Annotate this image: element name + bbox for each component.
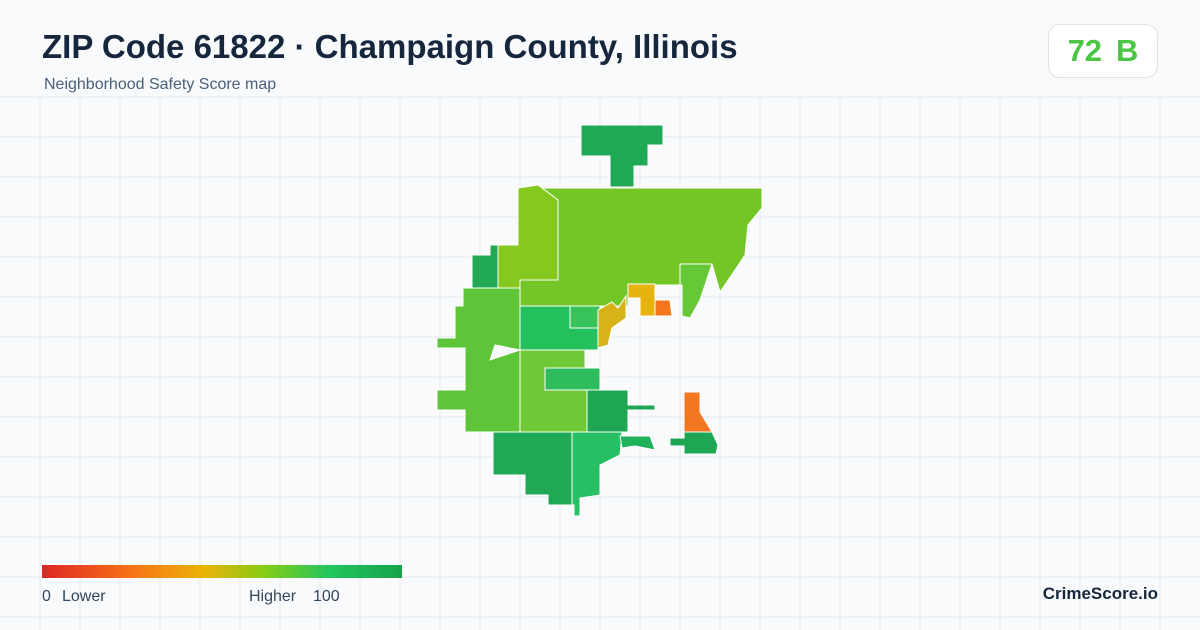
region bbox=[569, 305, 601, 329]
region bbox=[436, 287, 521, 433]
brand: CrimeScore.io bbox=[1042, 584, 1158, 603]
legend-max-label: Higher bbox=[249, 588, 297, 605]
region bbox=[627, 283, 656, 317]
legend-max: 100 bbox=[313, 588, 340, 605]
subtitle: Neighborhood Safety Score map bbox=[44, 76, 277, 93]
legend-min: 0 bbox=[42, 588, 51, 605]
region bbox=[471, 244, 499, 291]
legend-min-label: Lower bbox=[62, 588, 106, 605]
region bbox=[597, 294, 627, 349]
region bbox=[586, 389, 656, 433]
legend-gradient bbox=[42, 565, 402, 578]
region bbox=[497, 184, 559, 291]
score: 72 bbox=[1067, 33, 1103, 68]
regions bbox=[436, 124, 763, 517]
region bbox=[654, 299, 673, 317]
region bbox=[580, 124, 664, 188]
score-badge: 72 B bbox=[1048, 24, 1158, 78]
region bbox=[519, 349, 588, 433]
grid bbox=[0, 96, 1200, 630]
region bbox=[683, 391, 713, 433]
region bbox=[679, 263, 713, 319]
region bbox=[492, 431, 573, 506]
region bbox=[571, 431, 623, 517]
grade: B bbox=[1116, 33, 1139, 68]
region bbox=[544, 367, 601, 391]
region bbox=[669, 431, 719, 455]
title: ZIP Code 61822 · Champaign County, Illin… bbox=[42, 28, 738, 65]
region bbox=[619, 435, 656, 451]
